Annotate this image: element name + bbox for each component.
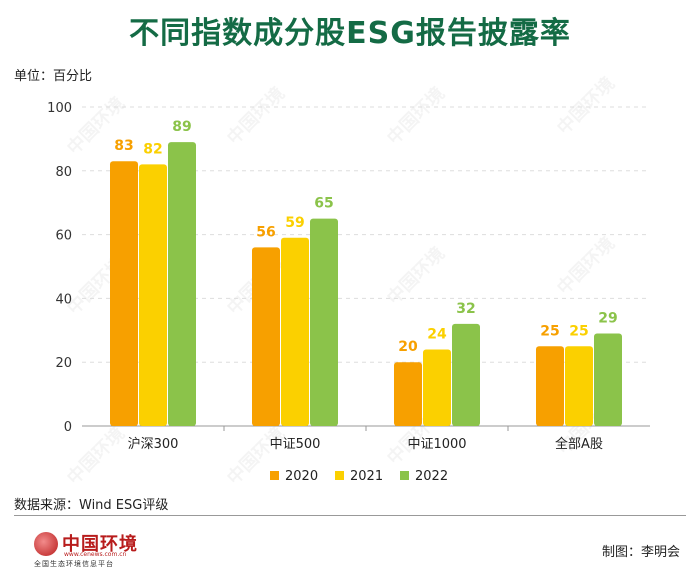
bar — [423, 349, 451, 426]
bar — [394, 362, 422, 426]
legend-swatch — [335, 471, 344, 480]
data-label: 20 — [398, 339, 418, 355]
x-category-label: 中证500 — [270, 437, 321, 452]
bar — [310, 218, 338, 426]
x-category-label: 中证1000 — [407, 437, 466, 452]
data-label: 89 — [172, 119, 191, 135]
legend-label: 2022 — [415, 469, 448, 484]
y-tick-label: 60 — [55, 229, 72, 244]
unit-label: 单位：百分比 — [14, 69, 93, 84]
bar — [281, 237, 309, 426]
bar — [565, 346, 593, 426]
bar — [139, 164, 167, 427]
bar — [452, 323, 480, 426]
watermark-text: 中国环境 — [383, 83, 449, 149]
logo: 中国环境 www.cenews.com.cn 全国生态环境信息平台 — [34, 528, 144, 568]
watermark-text: 中国环境 — [223, 83, 289, 149]
logo-icon — [34, 532, 58, 556]
credit: 制图：李明会 — [601, 545, 680, 560]
watermark-text: 中国环境 — [223, 423, 289, 489]
bar — [252, 247, 280, 426]
bar — [594, 333, 622, 426]
x-category-label: 全部A股 — [555, 436, 603, 452]
bar — [536, 346, 564, 426]
y-tick-label: 40 — [55, 292, 72, 307]
data-label: 25 — [540, 323, 559, 339]
data-label: 24 — [427, 326, 447, 342]
data-label: 82 — [143, 141, 162, 157]
divider — [14, 515, 686, 516]
y-tick-label: 0 — [64, 420, 72, 435]
logo-subtitle: 全国生态环境信息平台 — [34, 560, 114, 568]
y-tick-label: 100 — [47, 101, 72, 116]
data-label: 83 — [114, 138, 133, 154]
watermark-text: 中国环境 — [553, 233, 619, 299]
watermark-text: 中国环境 — [63, 423, 129, 489]
data-label: 59 — [285, 215, 304, 231]
legend-swatch — [400, 471, 409, 480]
legend-label: 2021 — [350, 469, 383, 484]
data-label: 56 — [256, 224, 275, 240]
data-label: 65 — [314, 196, 333, 212]
chart-title: 不同指数成分股ESG报告披露率 — [129, 16, 571, 51]
logo-name: 中国环境 — [62, 534, 138, 555]
watermark-text: 中国环境 — [553, 73, 619, 139]
data-label: 32 — [456, 301, 475, 317]
bar — [110, 161, 138, 427]
y-tick-label: 20 — [55, 356, 72, 371]
legend-swatch — [270, 471, 279, 480]
x-category-label: 沪深300 — [128, 436, 179, 452]
y-tick-label: 80 — [55, 165, 72, 180]
legend-label: 2020 — [285, 469, 318, 484]
data-source: 数据来源：Wind ESG评级 — [14, 498, 169, 513]
data-label: 29 — [598, 310, 617, 326]
bar — [168, 142, 196, 426]
data-label: 25 — [569, 323, 588, 339]
logo-url: www.cenews.com.cn — [64, 551, 127, 558]
watermark-text: 中国环境 — [383, 243, 449, 309]
